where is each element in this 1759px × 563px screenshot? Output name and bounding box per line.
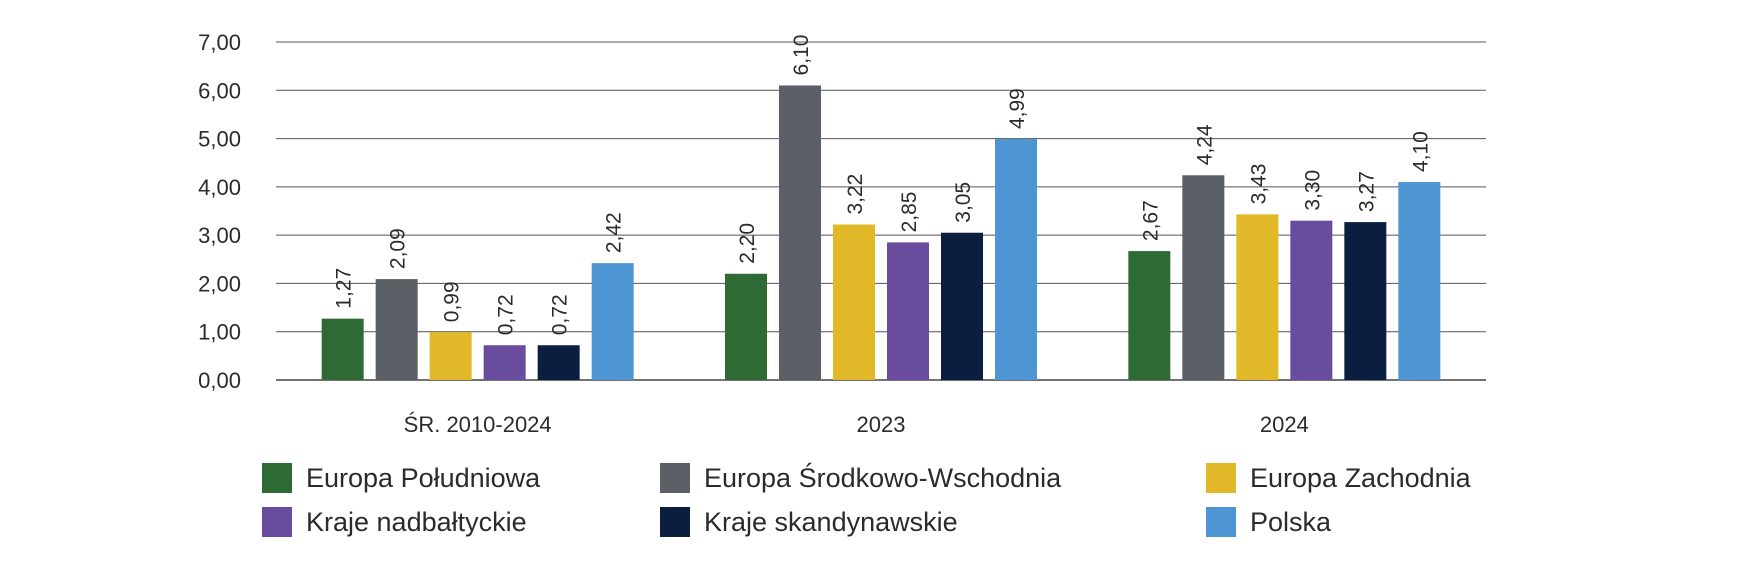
data-label: 4,10 [1409,131,1432,172]
bar [1344,222,1387,380]
legend-swatch [1206,507,1236,537]
bar [1236,214,1279,380]
data-label: 4,99 [1006,88,1029,129]
legend-item-europa-poludniowa: Europa Południowa [262,462,660,494]
bar [483,345,526,380]
bar [1290,220,1333,380]
legend-label: Europa Południowa [306,462,541,493]
y-tick-label: 2,00 [198,271,241,296]
legend-swatch [1206,463,1236,493]
data-label: 2,42 [603,212,626,253]
bar [725,273,767,380]
legend: Europa Południowa Europa Środkowo-Wschod… [262,462,1522,538]
data-label: 2,20 [736,223,759,264]
bar [429,332,472,380]
data-label: 2,67 [1139,200,1162,241]
data-label: 2,09 [387,228,410,269]
bar [779,85,821,380]
y-tick-label: 3,00 [198,223,241,248]
legend-swatch [262,507,292,537]
legend-label: Kraje nadbałtyckie [306,506,527,537]
legend-label: Europa Zachodnia [1250,462,1471,493]
bar-chart: 0,00 1,00 2,00 3,00 4,00 5,00 6,00 7,00 1,27 2,0… [198,30,1486,437]
x-tick-label: 2024 [1260,412,1309,437]
legend-swatch [262,463,292,493]
bar [941,232,983,380]
bar [887,242,929,380]
data-label: 0,72 [549,294,572,335]
bar [995,139,1037,380]
bar [537,345,580,380]
bars [321,85,1441,380]
data-label: 3,05 [952,182,975,223]
bar [833,224,875,380]
y-tick-label: 6,00 [198,78,241,103]
x-axis: ŚR. 2010-2024 2023 2024 [404,412,1309,437]
bar [1398,182,1441,380]
legend-item-europa-zachodnia: Europa Zachodnia [1206,462,1506,494]
x-tick-label: 2023 [857,412,906,437]
legend-label: Europa Środkowo-Wschodnia [704,462,1062,493]
data-label: 3,22 [844,174,867,215]
y-tick-label: 7,00 [198,30,241,55]
bar [1182,175,1225,380]
data-label: 0,72 [495,294,518,335]
bar [375,279,418,380]
bar [591,263,634,380]
gridlines [276,41,1486,381]
x-tick-label: ŚR. 2010-2024 [404,412,552,437]
data-label: 3,30 [1301,170,1324,211]
data-label: 6,10 [790,35,813,76]
legend-item-polska: Polska [1206,506,1506,538]
bar [321,318,364,380]
data-label: 3,27 [1355,171,1378,212]
data-label: 2,85 [898,192,921,233]
data-label: 0,99 [441,281,464,322]
legend-item-kraje-nadbaltyckie: Kraje nadbałtyckie [262,506,660,538]
data-labels: 1,27 2,09 0,99 0,72 0,72 2,42 2,20 6,10 3,22 2,85… [333,35,1433,336]
bar [1128,251,1171,380]
legend-swatch [660,507,690,537]
y-tick-label: 5,00 [198,127,241,152]
legend-label: Kraje skandynawskie [704,506,958,537]
legend-item-kraje-skandynawskie: Kraje skandynawskie [660,506,1206,538]
data-label: 1,27 [333,268,356,309]
y-tick-label: 1,00 [198,320,241,345]
data-label: 3,43 [1247,164,1270,205]
legend-label: Polska [1250,506,1332,537]
y-axis: 0,00 1,00 2,00 3,00 4,00 5,00 6,00 7,00 [198,30,241,393]
legend-swatch [660,463,690,493]
y-tick-label: 0,00 [198,368,241,393]
y-tick-label: 4,00 [198,175,241,200]
data-label: 4,24 [1193,124,1216,165]
legend-item-europa-srodkowo-wschodnia: Europa Środkowo-Wschodnia [660,462,1206,494]
